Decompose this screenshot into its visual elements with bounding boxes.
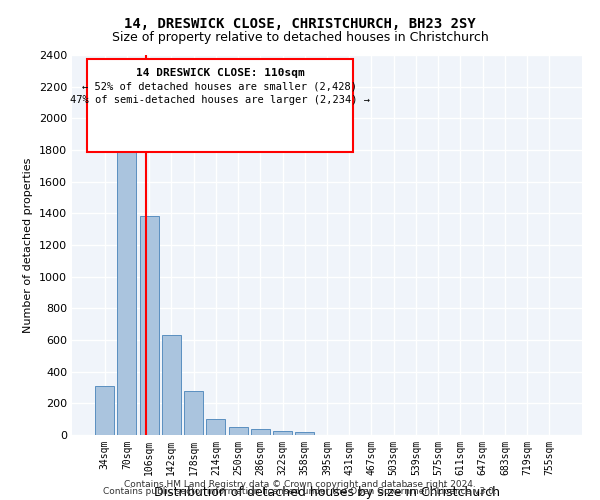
Text: 47% of semi-detached houses are larger (2,234) →: 47% of semi-detached houses are larger (… [70, 95, 370, 105]
Bar [206, 419, 225, 435]
Text: ← 52% of detached houses are smaller (2,428): ← 52% of detached houses are smaller (2,… [82, 82, 358, 92]
Bar [95, 386, 114, 435]
Text: Contains public sector information licensed under the Open Government Licence v3: Contains public sector information licen… [103, 488, 497, 496]
Bar [140, 216, 158, 435]
Text: Size of property relative to detached houses in Christchurch: Size of property relative to detached ho… [112, 31, 488, 44]
Y-axis label: Number of detached properties: Number of detached properties [23, 158, 34, 332]
Bar [251, 430, 270, 435]
Text: 14 DRESWICK CLOSE: 110sqm: 14 DRESWICK CLOSE: 110sqm [136, 68, 304, 78]
Bar [229, 427, 248, 435]
Bar [184, 392, 203, 435]
Bar [118, 126, 136, 435]
Bar [273, 430, 292, 435]
Bar [295, 432, 314, 435]
Bar [162, 335, 181, 435]
FancyBboxPatch shape [88, 59, 353, 152]
X-axis label: Distribution of detached houses by size in Christchurch: Distribution of detached houses by size … [154, 486, 500, 499]
Text: 14, DRESWICK CLOSE, CHRISTCHURCH, BH23 2SY: 14, DRESWICK CLOSE, CHRISTCHURCH, BH23 2… [124, 18, 476, 32]
Text: Contains HM Land Registry data © Crown copyright and database right 2024.: Contains HM Land Registry data © Crown c… [124, 480, 476, 489]
